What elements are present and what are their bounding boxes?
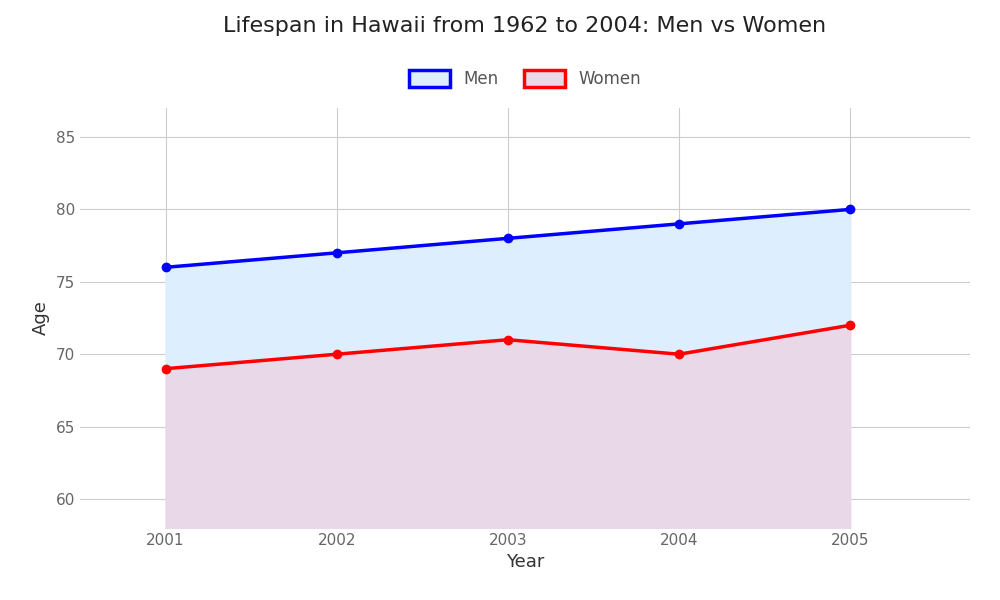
Title: Lifespan in Hawaii from 1962 to 2004: Men vs Women: Lifespan in Hawaii from 1962 to 2004: Me…	[223, 16, 827, 35]
Y-axis label: Age: Age	[32, 301, 50, 335]
X-axis label: Year: Year	[506, 553, 544, 571]
Legend: Men, Women: Men, Women	[400, 62, 650, 97]
